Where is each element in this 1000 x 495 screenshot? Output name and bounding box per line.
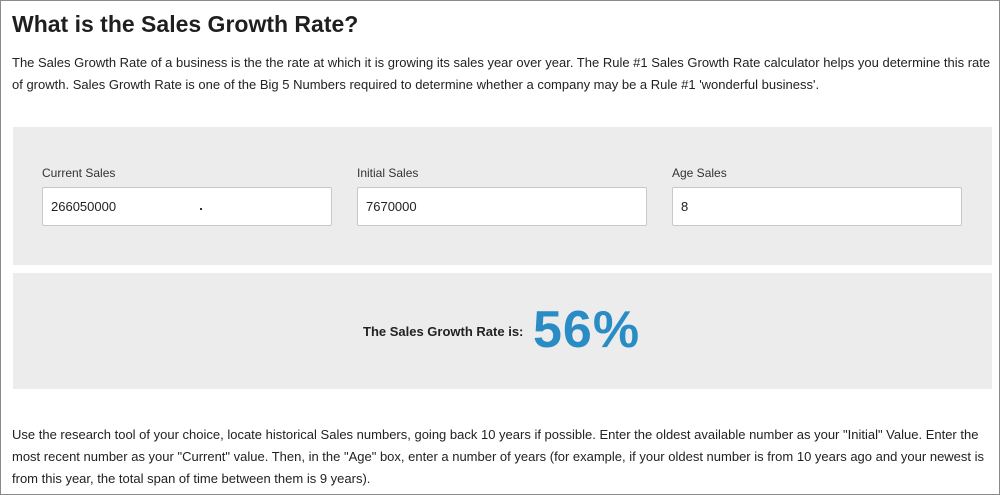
calculator-input-panel: Current Sales Initial Sales Age Sales	[13, 127, 992, 265]
age-sales-label: Age Sales	[672, 166, 727, 180]
initial-sales-label: Initial Sales	[357, 166, 419, 180]
current-sales-input[interactable]	[42, 187, 332, 226]
page-title: What is the Sales Growth Rate?	[12, 11, 359, 37]
age-sales-input[interactable]	[672, 187, 962, 226]
text-cursor-marker	[200, 208, 202, 210]
result-label: The Sales Growth Rate is:	[363, 324, 524, 339]
result-value: 56%	[533, 301, 641, 359]
intro-paragraph: The Sales Growth Rate of a business is t…	[12, 55, 991, 92]
result-panel: The Sales Growth Rate is: 56%	[13, 273, 992, 389]
current-sales-label: Current Sales	[42, 166, 116, 180]
initial-sales-input[interactable]	[357, 187, 647, 226]
instructions-paragraph: Use the research tool of your choice, lo…	[12, 427, 985, 486]
